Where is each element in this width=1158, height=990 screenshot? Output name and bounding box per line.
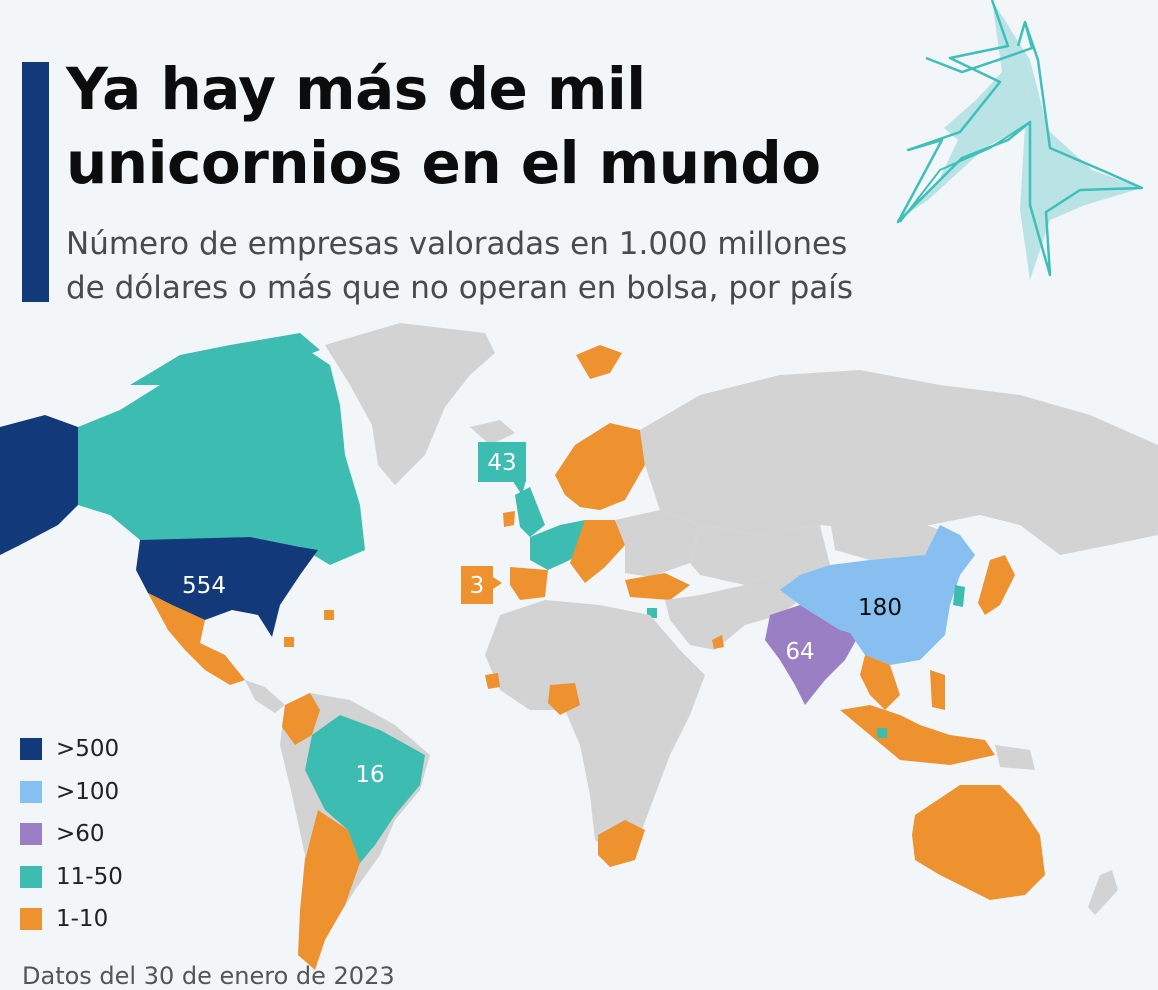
legend-label: >60 [56, 821, 105, 848]
unicorn-icon [895, 0, 1144, 280]
svalbard [576, 345, 622, 379]
subtitle-line-2: de dólares o más que no operan en bolsa,… [66, 270, 854, 306]
senegal [485, 673, 500, 689]
new-zealand [1088, 870, 1118, 915]
label-india: 64 [785, 639, 814, 665]
callout-uk-pointer [512, 480, 526, 495]
legend-item: >100 [20, 771, 123, 814]
legend-swatch [20, 780, 42, 803]
nigeria [548, 683, 580, 715]
usa [136, 537, 318, 637]
central-europe [570, 520, 625, 583]
africa [485, 600, 705, 855]
cayman [284, 637, 294, 647]
bermuda [324, 610, 334, 620]
legend-label: 11-50 [56, 863, 123, 890]
title-line-1: Ya hay más de mil [66, 55, 646, 123]
korea [953, 585, 965, 607]
mongolia [830, 515, 940, 560]
canada-islands [130, 333, 320, 385]
middle-east [665, 570, 800, 650]
singapore [877, 728, 887, 738]
legend-item: 11-50 [20, 856, 123, 899]
turkey [625, 573, 690, 600]
page-subtitle: Número de empresas valoradas en 1.000 mi… [66, 222, 1006, 310]
brazil [305, 715, 425, 863]
mexico [148, 593, 245, 685]
uk [515, 487, 545, 537]
canada [78, 345, 365, 565]
legend-item: >60 [20, 813, 123, 856]
png [995, 745, 1035, 770]
central-america [245, 680, 285, 713]
colombia [282, 693, 320, 745]
china [780, 525, 975, 665]
title-line-2: unicornios en el mundo [66, 129, 821, 197]
legend-swatch [20, 908, 42, 931]
subtitle-line-1: Número de empresas valoradas en 1.000 mi… [66, 226, 848, 262]
russia [640, 370, 1158, 555]
legend: >500 >100 >60 11-50 1-10 [20, 728, 123, 941]
accent-bar [22, 62, 49, 302]
label-usa: 554 [182, 573, 226, 599]
callout-ireland-pointer [493, 577, 502, 589]
label-brazil: 16 [355, 762, 384, 788]
southeast-asia [860, 655, 900, 710]
legend-item: >500 [20, 728, 123, 771]
legend-swatch [20, 738, 42, 761]
western-europe [530, 520, 590, 570]
uae [712, 635, 724, 649]
israel [647, 608, 657, 618]
japan [978, 555, 1015, 615]
legend-swatch [20, 823, 42, 846]
australia [912, 785, 1045, 900]
legend-swatch [20, 865, 42, 888]
scandinavia [555, 423, 645, 510]
legend-label: >100 [56, 778, 120, 805]
callout-uk [478, 442, 526, 482]
legend-label: 1-10 [56, 906, 109, 933]
world-map: 554 180 64 16 43 3 [0, 323, 1158, 970]
label-uk: 43 [487, 450, 516, 476]
indonesia [840, 705, 995, 765]
philippines [930, 670, 945, 710]
greenland [325, 323, 495, 485]
chile-argentina [298, 810, 360, 970]
source-note: Datos del 30 de enero de 2023 [22, 962, 395, 990]
legend-label: >500 [56, 736, 120, 763]
page-title: Ya hay más de mil unicornios en el mundo [66, 52, 906, 200]
ireland [503, 511, 515, 527]
callout-ireland [461, 566, 493, 604]
south-africa [598, 820, 645, 867]
india [765, 605, 860, 705]
eastern-europe [615, 510, 700, 577]
iberia [510, 567, 548, 600]
alaska [0, 415, 78, 555]
label-china: 180 [858, 595, 902, 621]
label-ireland: 3 [470, 573, 485, 599]
iceland [470, 420, 515, 445]
legend-item: 1-10 [20, 898, 123, 941]
